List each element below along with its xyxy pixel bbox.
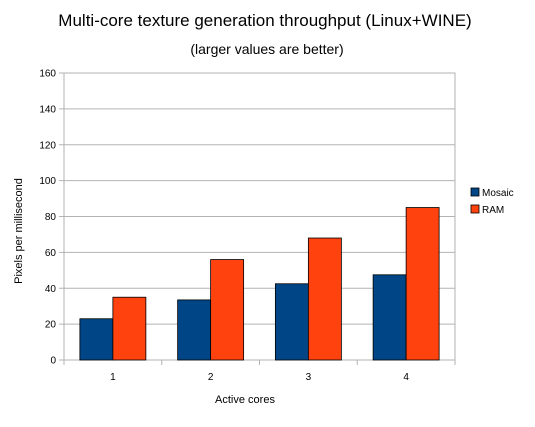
y-axis-tick-label: 0 xyxy=(50,356,56,367)
bar-ram-2 xyxy=(210,259,245,361)
x-axis-ticks: 1 2 3 4 xyxy=(63,360,456,383)
bar-series-group xyxy=(79,207,440,361)
bar-mosaic-4 xyxy=(372,274,407,361)
y-axis-tick-label: 160 xyxy=(39,69,56,80)
x-axis-tick-label: 4 xyxy=(403,372,409,383)
y-axis-tick-label: 100 xyxy=(39,176,56,187)
chart-subtitle: (larger values are better) xyxy=(190,41,343,57)
y-axis-tick-label: 40 xyxy=(45,284,57,295)
y-axis-ticks: 0 20 40 60 80 100 120 140 160 xyxy=(39,69,64,367)
y-axis-tick-label: 60 xyxy=(45,248,57,259)
bar-mosaic-1 xyxy=(79,318,114,361)
x-axis-tick-label: 2 xyxy=(208,372,214,383)
legend-label-mosaic: Mosaic xyxy=(482,188,514,199)
bar-mosaic-2 xyxy=(177,299,212,361)
x-axis-tick-label: 1 xyxy=(110,372,116,383)
legend: Mosaic RAM xyxy=(470,187,514,216)
y-axis-tick-label: 80 xyxy=(45,212,57,223)
y-axis-tick-label: 140 xyxy=(39,104,56,115)
legend-label-ram: RAM xyxy=(482,205,504,216)
x-axis-tick-label: 3 xyxy=(306,372,312,383)
bar-ram-4 xyxy=(405,207,440,361)
chart-title: Multi-core texture generation throughput… xyxy=(58,11,471,30)
y-axis-tick-label: 20 xyxy=(45,320,57,331)
legend-swatch-ram xyxy=(470,204,480,214)
bar-ram-1 xyxy=(112,296,147,361)
y-axis-title: Pixels per millisecond xyxy=(13,178,25,284)
y-axis-tick-label: 120 xyxy=(39,140,56,151)
legend-swatch-mosaic xyxy=(470,187,480,197)
bar-ram-3 xyxy=(307,237,342,361)
bar-mosaic-3 xyxy=(274,283,309,361)
x-axis-title: Active cores xyxy=(215,394,275,406)
